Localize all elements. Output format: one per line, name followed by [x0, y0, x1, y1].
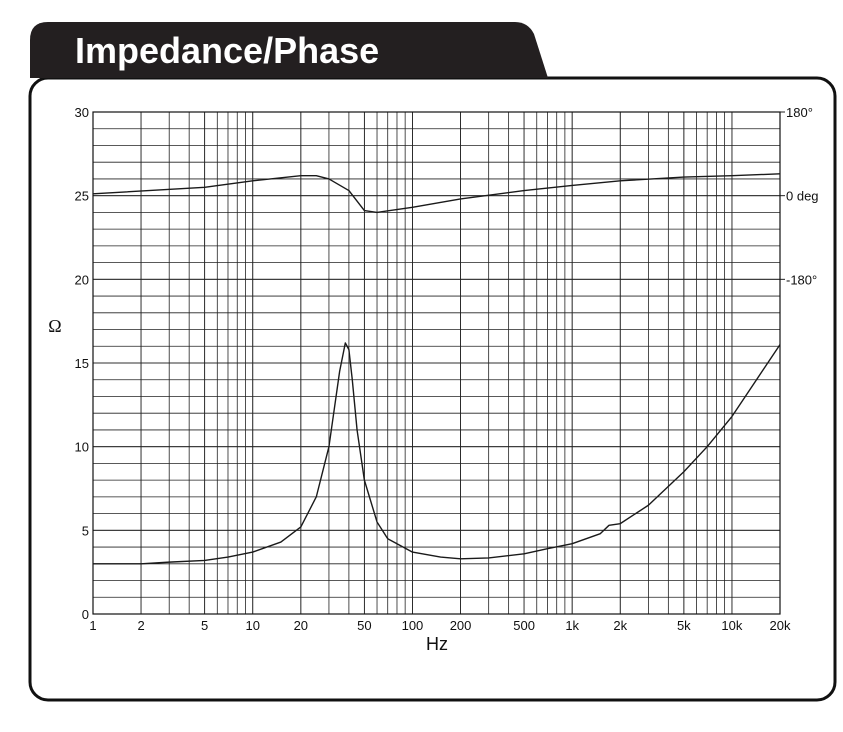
y-tick-label: 5: [82, 523, 89, 538]
series-line: [92, 173, 781, 214]
chart-title: Impedance/Phase: [75, 30, 379, 71]
y-tick-label: 20: [75, 272, 89, 287]
y2-tick-label: 180°: [786, 105, 813, 120]
x-tick-label: 5k: [677, 618, 691, 633]
x-tick-label: 50: [357, 618, 371, 633]
x-axis-label: Hz: [426, 634, 448, 654]
x-tick-label: 10: [245, 618, 259, 633]
title-tab: [30, 22, 548, 78]
frame: [28, 76, 837, 702]
x-tick-label: 20k: [770, 618, 791, 633]
y2-tick-label: 0 deg: [786, 189, 819, 204]
y-axis-label: Ω: [48, 316, 61, 336]
y2-tick-label: -180°: [786, 272, 817, 287]
x-tick-label: 20: [294, 618, 308, 633]
y-tick-label: 0: [82, 607, 89, 622]
x-tick-label: 1k: [565, 618, 579, 633]
y-tick-label: 25: [75, 189, 89, 204]
x-tick-label: 10k: [721, 618, 742, 633]
x-tick-label: 1: [89, 618, 96, 633]
plot-border: [92, 111, 781, 615]
y-tick-label: 15: [75, 356, 89, 371]
x-tick-label: 5: [201, 618, 208, 633]
y-tick-label: 10: [75, 440, 89, 455]
x-tick-label: 2k: [613, 618, 627, 633]
x-tick-label: 500: [513, 618, 535, 633]
x-tick-label: 200: [450, 618, 472, 633]
x-tick-label: 2: [137, 618, 144, 633]
series-line: [93, 342, 781, 565]
x-tick-label: 100: [402, 618, 424, 633]
y-tick-label: 30: [75, 105, 89, 120]
